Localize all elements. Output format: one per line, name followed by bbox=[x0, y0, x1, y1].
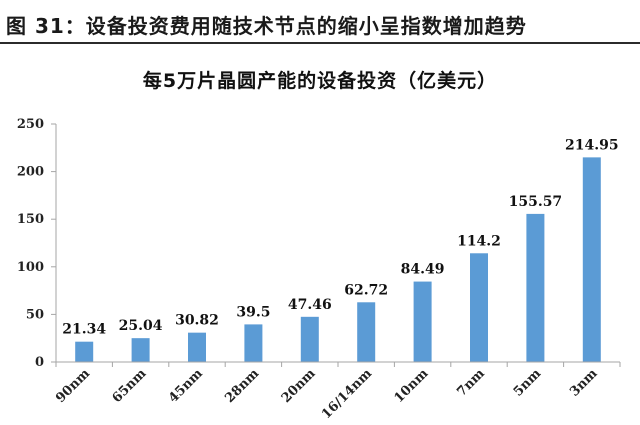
bar bbox=[300, 316, 319, 362]
bar bbox=[131, 338, 150, 362]
data-label: 114.2 bbox=[457, 233, 501, 249]
figure-title: 图 31：设备投资费用随技术节点的缩小呈指数增加趋势 bbox=[6, 14, 527, 38]
bar bbox=[75, 341, 94, 362]
y-tick-label: 150 bbox=[17, 212, 44, 227]
bar bbox=[188, 332, 206, 362]
x-tick-label: 65nm bbox=[110, 366, 150, 406]
x-tick-label: 7nm bbox=[454, 366, 488, 400]
figure-header: 图 31：设备投资费用随技术节点的缩小呈指数增加趋势 bbox=[0, 0, 640, 44]
y-tick-label: 250 bbox=[17, 117, 44, 132]
x-tick-label: 16/14nm bbox=[319, 366, 375, 422]
bar bbox=[582, 157, 601, 362]
chart-title: 每5万片晶圆产能的设备投资（亿美元） bbox=[142, 70, 498, 92]
x-axis: 90nm 65nm 45nm 28nm 20nm 16/14nm 10nm 7nm 5nm 3nm bbox=[53, 361, 621, 422]
y-tick-label: 200 bbox=[17, 165, 44, 180]
bar bbox=[357, 302, 376, 362]
y-tick-label: 50 bbox=[26, 307, 44, 322]
data-labels: 21.34 25.04 30.82 39.5 47.46 62.72 84.49 114.2 1… bbox=[62, 137, 618, 337]
x-tick-label: 10nm bbox=[392, 366, 432, 406]
bar bbox=[413, 281, 432, 362]
data-label: 155.57 bbox=[509, 194, 563, 210]
data-label: 25.04 bbox=[119, 318, 163, 334]
y-tick-label: 100 bbox=[17, 260, 44, 275]
data-label: 62.72 bbox=[344, 282, 388, 298]
data-label: 30.82 bbox=[175, 313, 219, 329]
data-label: 39.5 bbox=[236, 304, 270, 320]
x-tick-label: 90nm bbox=[53, 366, 93, 406]
x-tick-label: 20nm bbox=[279, 366, 319, 406]
bars bbox=[75, 157, 601, 362]
data-label: 214.95 bbox=[565, 137, 619, 153]
x-tick-label: 5nm bbox=[511, 366, 545, 400]
data-label: 21.34 bbox=[62, 322, 106, 338]
y-axis: 0 50 100 150 200 250 bbox=[17, 117, 57, 370]
bar bbox=[470, 253, 488, 362]
x-tick-label: 28nm bbox=[222, 366, 262, 406]
bar bbox=[244, 324, 263, 362]
x-tick-label: 3nm bbox=[567, 366, 601, 400]
data-label: 47.46 bbox=[288, 297, 332, 313]
data-label: 84.49 bbox=[401, 262, 445, 278]
y-tick-label: 0 bbox=[35, 355, 44, 370]
x-tick-label: 45nm bbox=[166, 366, 206, 406]
bar bbox=[526, 213, 545, 362]
